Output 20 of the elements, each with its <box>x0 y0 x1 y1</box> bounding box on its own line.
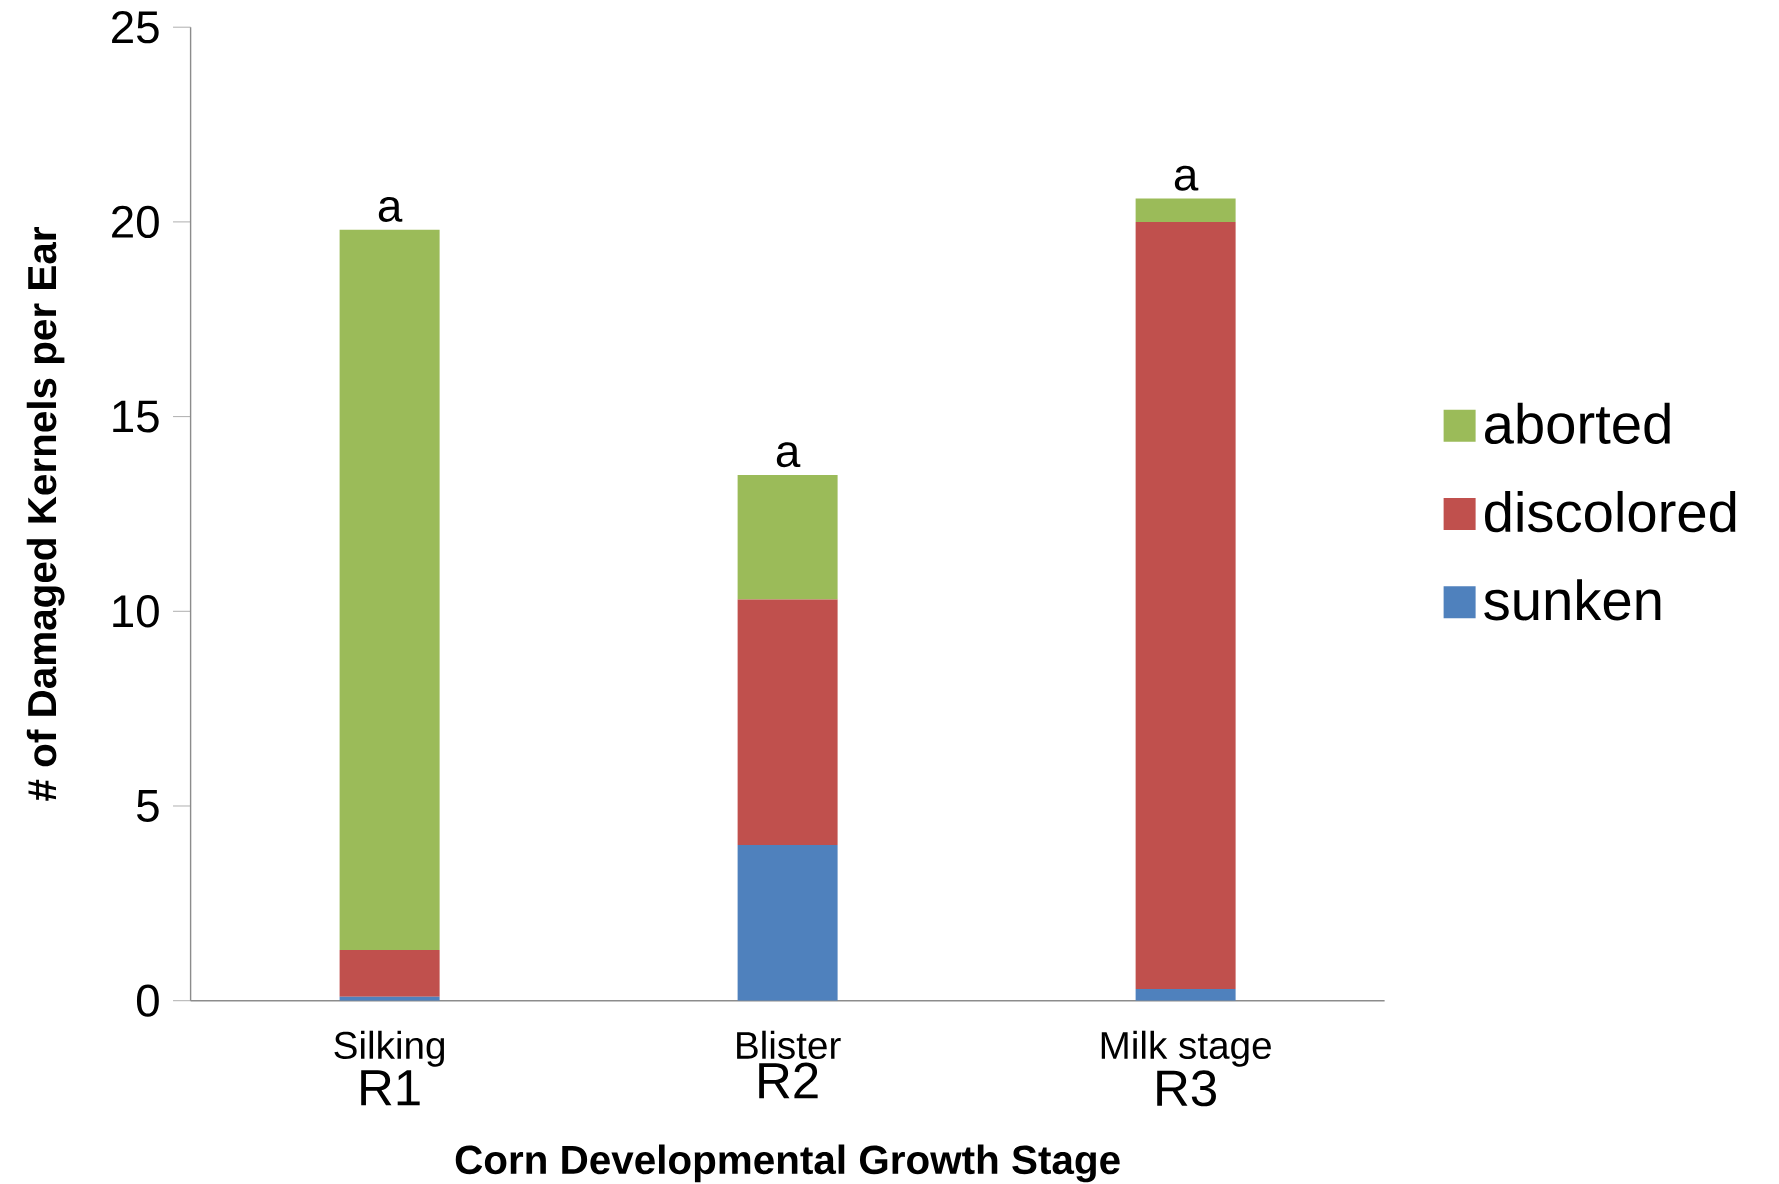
annotation: a <box>1174 165 1199 191</box>
x-tick-label: Milk stage <box>1101 1030 1271 1067</box>
x-tick-label: Silking <box>334 1030 445 1067</box>
y-tick-label: 10 <box>113 595 159 628</box>
x-axis-title: Corn Developmental Growth Stage <box>455 1144 1120 1183</box>
y-tick-label: 5 <box>137 790 159 822</box>
legend-label: discolored <box>1485 490 1736 533</box>
annotation: a <box>378 196 403 222</box>
text: R1 <box>361 1070 420 1106</box>
x-tick-label: Blister <box>737 1030 841 1060</box>
y-tick-label: 25 <box>112 11 159 44</box>
y-tick-label: 0 <box>136 984 159 1017</box>
text: R3 <box>1157 1070 1216 1107</box>
y-axis-title: # of Damaged Kernels per Ear <box>26 227 65 801</box>
y-tick-label: 15 <box>113 400 159 433</box>
text: R2 <box>759 1062 818 1099</box>
legend-label: aborted <box>1485 402 1670 445</box>
legend-label: sunken <box>1484 579 1661 621</box>
annotation: a <box>776 442 801 468</box>
y-tick-label: 20 <box>112 205 159 239</box>
